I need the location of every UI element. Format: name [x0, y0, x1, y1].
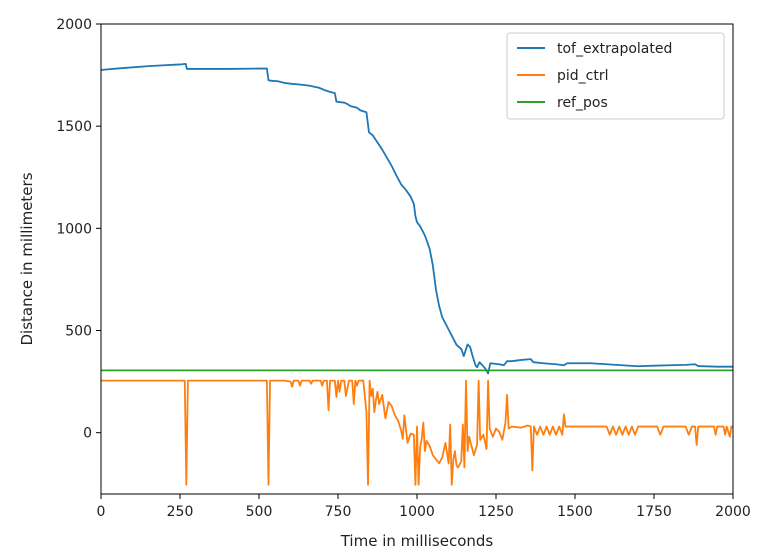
y-tick-label: 1000 [56, 221, 92, 237]
x-axis-label: Time in milliseconds [340, 532, 494, 550]
legend-label: tof_extrapolated [557, 41, 672, 57]
legend-box [506, 32, 725, 120]
x-tick-label: 0 [97, 504, 106, 520]
x-tick-label: 250 [167, 504, 194, 520]
series-line-tof-extrapolated [101, 62, 733, 375]
series-line-pid-ctrl [101, 379, 733, 486]
legend-label: ref_pos [557, 95, 608, 111]
x-tick-label: 750 [325, 504, 352, 520]
series-layer [101, 62, 733, 486]
y-tick-label: 0 [83, 426, 92, 442]
x-tick-label: 500 [246, 504, 273, 520]
y-tick-label: 2000 [56, 17, 92, 33]
x-tick-label: 1250 [478, 504, 514, 520]
x-axis: 0 250 500 750 1000 1250 1500 1750 2000 [97, 494, 751, 520]
x-tick-label: 1500 [557, 504, 593, 520]
x-tick-label: 1750 [636, 504, 672, 520]
legend-label: pid_ctrl [557, 68, 609, 84]
y-axis: 0 500 1000 1500 2000 [56, 17, 101, 442]
x-tick-label: 1000 [399, 504, 435, 520]
y-tick-label: 500 [65, 324, 92, 340]
y-axis-label: Distance in millimeters [18, 172, 36, 345]
y-tick-label: 1500 [56, 119, 92, 135]
legend: tof_extrapolated pid_ctrl ref_pos [506, 32, 725, 120]
x-tick-label: 2000 [715, 504, 751, 520]
